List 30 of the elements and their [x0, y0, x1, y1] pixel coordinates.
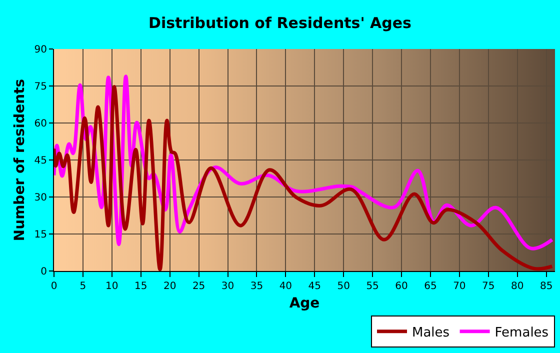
x-tick-label: 20 — [163, 281, 176, 292]
y-tick-label: 90 — [34, 44, 47, 56]
chart-title: Distribution of Residents' Ages — [148, 14, 412, 32]
x-tick-label: 40 — [279, 281, 292, 292]
x-tick-label: 65 — [424, 281, 437, 292]
y-tick-label: 15 — [34, 230, 47, 240]
y-axis-title: Number of residents — [12, 78, 28, 242]
x-tick-label: 45 — [308, 281, 322, 292]
y-tick-label: 60 — [34, 118, 47, 130]
x-tick-label: 10 — [106, 281, 118, 292]
y-tick-label: 0 — [40, 266, 47, 278]
y-tick-label: 45 — [34, 156, 47, 166]
x-tick-label: 50 — [337, 281, 350, 292]
x-tick-label: 80 — [510, 281, 524, 292]
x-tick-label: 85 — [540, 281, 553, 292]
x-tick-label: 70 — [453, 281, 466, 292]
x-tick-label: 15 — [134, 281, 148, 292]
x-tick-label: 30 — [221, 281, 234, 292]
x-tick-label: 0 — [50, 281, 58, 292]
x-tick-label: 25 — [192, 281, 206, 292]
x-tick-label: 5 — [80, 281, 86, 292]
x-tick-label: 35 — [250, 281, 264, 292]
y-tick-label: 30 — [34, 192, 47, 204]
legend-label: Males — [412, 325, 450, 340]
x-tick-label: 60 — [395, 281, 408, 292]
y-tick-label: 75 — [34, 82, 47, 92]
x-tick-label: 75 — [482, 281, 495, 292]
x-axis-title: Age — [289, 295, 320, 312]
x-tick-label: 55 — [366, 281, 379, 292]
legend-label: Females — [494, 325, 549, 340]
